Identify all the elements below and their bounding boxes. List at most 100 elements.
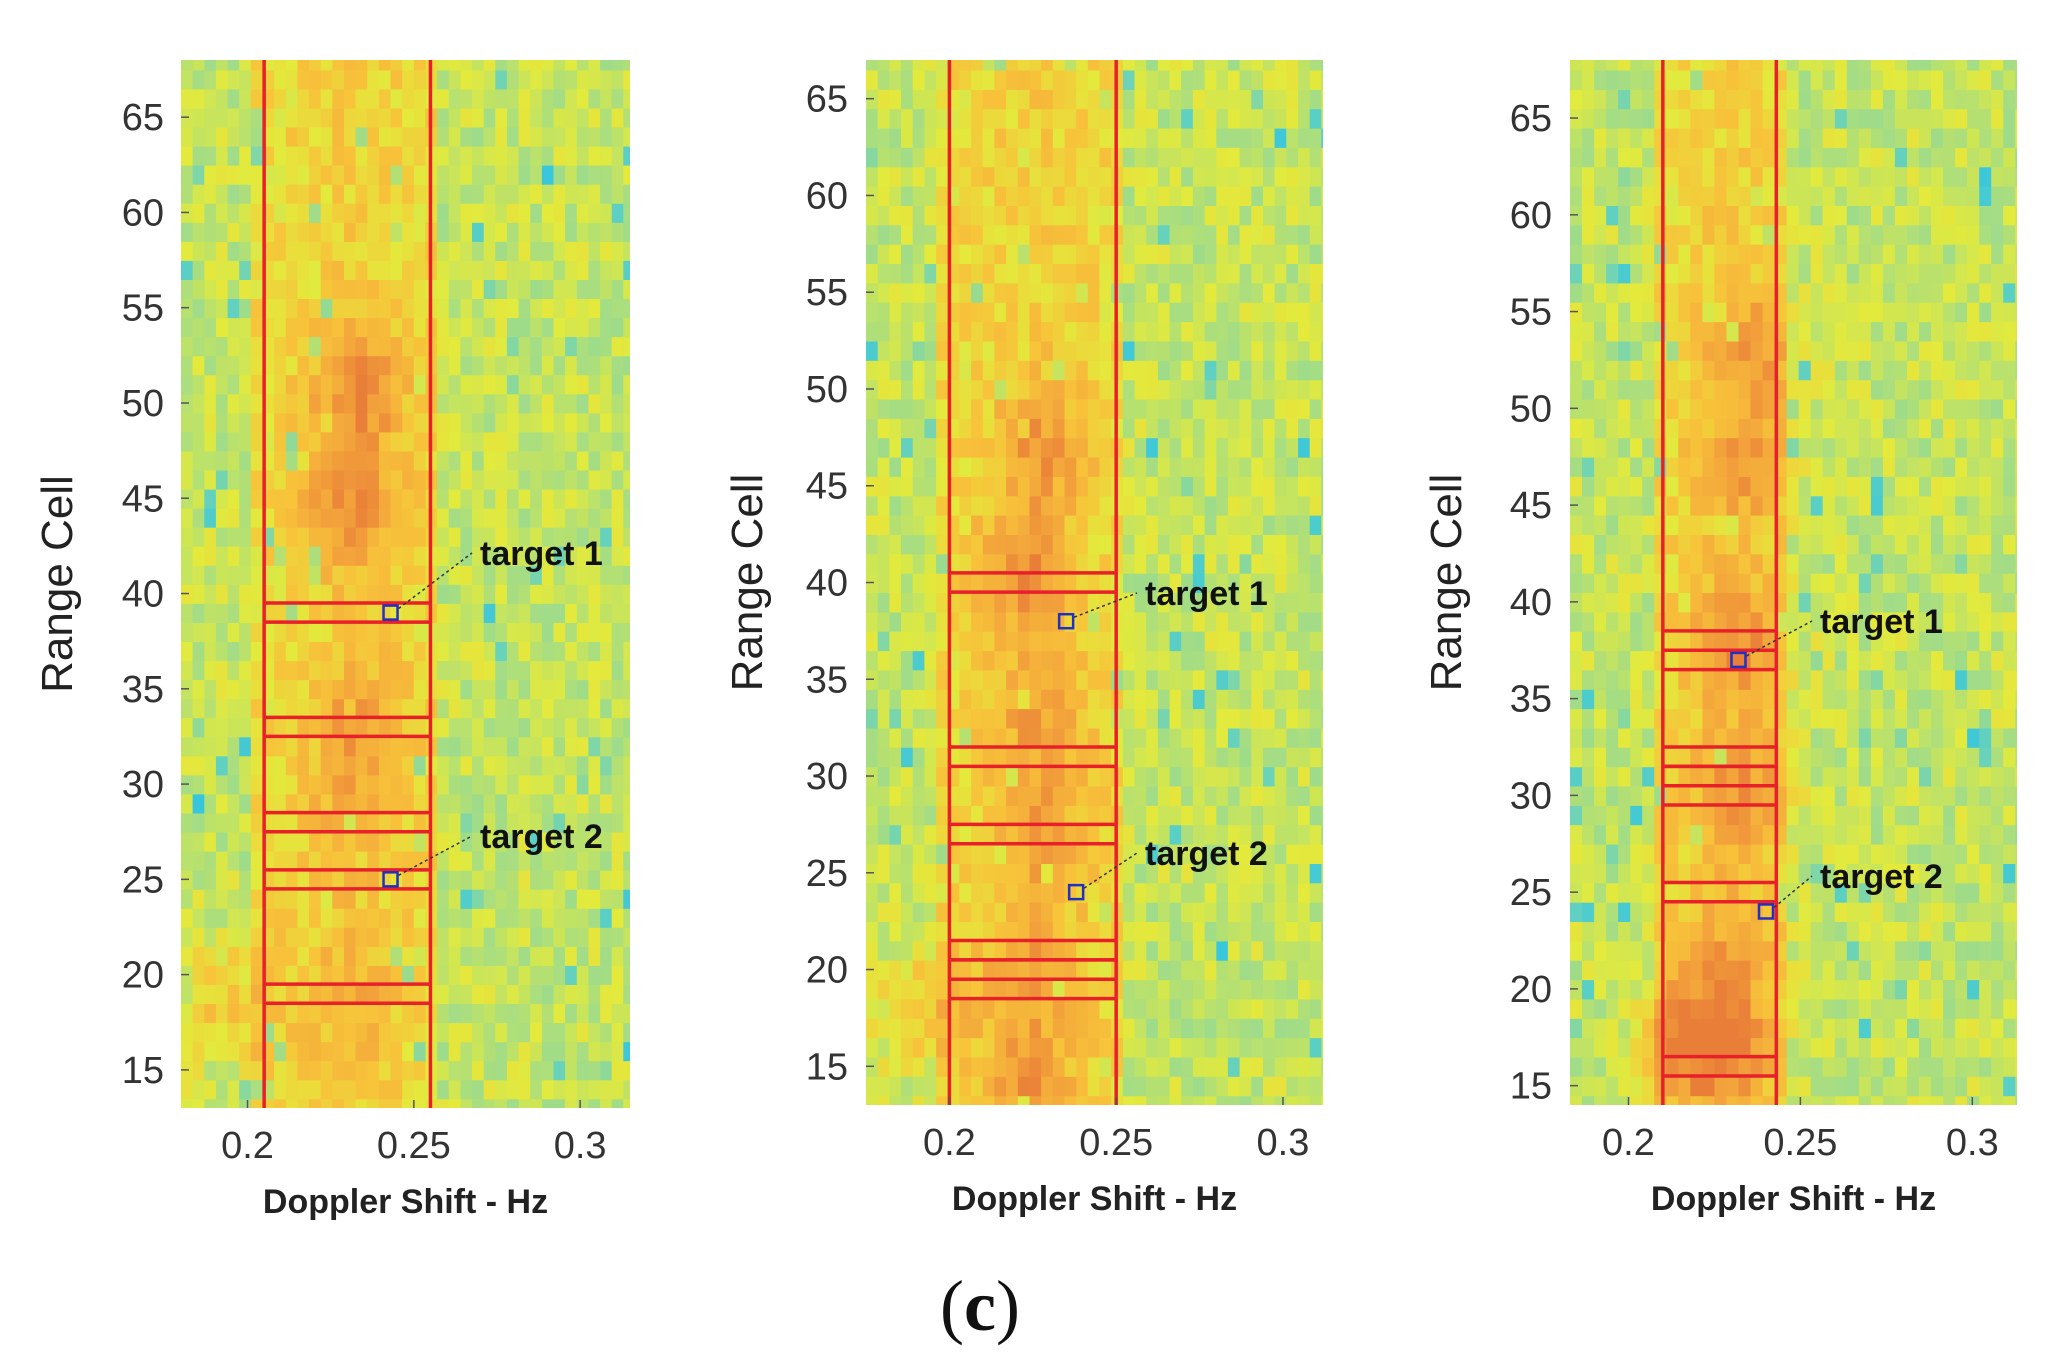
heatmap-cell <box>1321 979 1323 1000</box>
heatmap-cell <box>1216 379 1229 400</box>
heatmap-cell <box>1017 1095 1031 1105</box>
heatmap-cell <box>1052 282 1066 303</box>
heatmap-cell <box>1006 243 1019 264</box>
heatmap-cell <box>390 374 403 395</box>
heatmap-cell <box>239 755 252 776</box>
heatmap-cell <box>1714 979 1728 1000</box>
heatmap-cell <box>1029 1095 1042 1105</box>
heatmap-cell <box>274 412 287 433</box>
heatmap-cell <box>1146 340 1159 361</box>
heatmap-cell <box>344 660 357 681</box>
heatmap-cell <box>635 775 647 795</box>
heatmap-cell <box>1298 669 1311 690</box>
heatmap-cell <box>204 431 217 452</box>
heatmap-cell <box>355 69 368 90</box>
heatmap-cell <box>239 888 252 909</box>
heatmap-cell <box>611 60 625 71</box>
heatmap-cell <box>1146 921 1159 942</box>
heatmap-cell <box>959 824 972 845</box>
heatmap-cell <box>1041 592 1054 613</box>
heatmap-cell <box>1263 147 1276 168</box>
heatmap-cell <box>1263 1076 1276 1097</box>
heatmap-cell <box>495 1003 508 1024</box>
heatmap-cell <box>181 336 194 357</box>
heatmap-cell <box>889 263 902 284</box>
heatmap-cell <box>1122 940 1136 961</box>
heatmap-cell <box>1134 708 1147 729</box>
heatmap-cell <box>635 127 647 147</box>
heatmap-cell <box>1157 89 1171 110</box>
heatmap-cell <box>448 107 462 128</box>
heatmap-cell <box>971 340 984 361</box>
heatmap-cell <box>924 321 937 342</box>
heatmap-cell <box>1076 669 1089 690</box>
heatmap-cell <box>1017 843 1031 864</box>
heatmap-cell <box>959 959 972 981</box>
target-label: target 1 <box>1145 575 1268 613</box>
heatmap-cell <box>320 564 334 585</box>
heatmap-cell <box>1064 1076 1077 1097</box>
heatmap-cell <box>437 812 450 833</box>
heatmap-cell <box>495 183 508 204</box>
heatmap-cell <box>390 774 403 795</box>
heatmap-cell <box>355 126 368 147</box>
heatmap-cell <box>367 603 380 623</box>
heatmap-cell <box>600 107 613 128</box>
heatmap-cell <box>1087 224 1101 245</box>
heatmap-cell <box>588 222 601 242</box>
heatmap-cell <box>866 205 867 226</box>
heatmap-cell <box>1216 1076 1229 1097</box>
heatmap-cell <box>1041 1037 1054 1058</box>
heatmap-cell <box>483 279 497 299</box>
heatmap-cell <box>1157 185 1171 206</box>
heatmap-cell <box>181 69 182 90</box>
heatmap-cell <box>215 355 229 376</box>
heatmap-cell <box>982 824 996 845</box>
heatmap-cell <box>1181 1056 1194 1077</box>
heatmap-cell <box>1006 108 1019 129</box>
heatmap-cell <box>1087 1095 1101 1105</box>
heatmap-cell <box>959 263 972 284</box>
heatmap-cell <box>1029 747 1042 768</box>
heatmap-cell <box>1894 1095 1908 1105</box>
heatmap-cell <box>541 1098 555 1108</box>
heatmap-cell <box>877 1076 891 1097</box>
heatmap-cell <box>1321 514 1323 535</box>
heatmap-cell <box>274 793 287 814</box>
heatmap-cell <box>1321 205 1323 226</box>
heatmap-cell <box>204 545 217 566</box>
heatmap-cell <box>1786 1095 1800 1105</box>
heatmap-cell <box>1157 708 1171 729</box>
heatmap-cell <box>959 592 972 613</box>
heatmap-cell <box>192 736 205 757</box>
heatmap-cell <box>1309 456 1323 477</box>
heatmap-cell <box>344 1041 357 1062</box>
heatmap-cell <box>355 298 368 319</box>
heatmap-cell <box>1204 998 1218 1019</box>
heatmap-cell <box>402 717 415 738</box>
heatmap-cell <box>355 507 368 528</box>
heatmap-cell <box>1309 263 1323 284</box>
heatmap-cell <box>1822 1037 1836 1058</box>
heatmap-cell <box>1006 418 1019 439</box>
heatmap-cell <box>215 374 229 395</box>
heatmap-cell <box>181 69 194 90</box>
heatmap-cell <box>1076 901 1089 922</box>
heatmap-cell <box>994 630 1007 652</box>
heatmap-cell <box>1169 688 1183 710</box>
heatmap-cell <box>250 145 264 166</box>
heatmap-cell <box>1630 1076 1643 1097</box>
heatmap-cell <box>390 88 403 109</box>
heatmap-cell <box>877 282 891 303</box>
heatmap-cell <box>1251 901 1264 922</box>
heatmap-cell <box>576 526 590 547</box>
heatmap-cell <box>332 774 345 795</box>
heatmap-cell <box>1064 901 1077 922</box>
heatmap-cell <box>901 437 914 458</box>
heatmap-cell <box>274 1022 287 1043</box>
heatmap-cell <box>1919 1017 1932 1039</box>
heatmap-cell <box>866 1017 867 1039</box>
heatmap-cell <box>1309 1076 1323 1097</box>
heatmap-cell <box>413 603 427 623</box>
heatmap-cell <box>1006 863 1019 884</box>
